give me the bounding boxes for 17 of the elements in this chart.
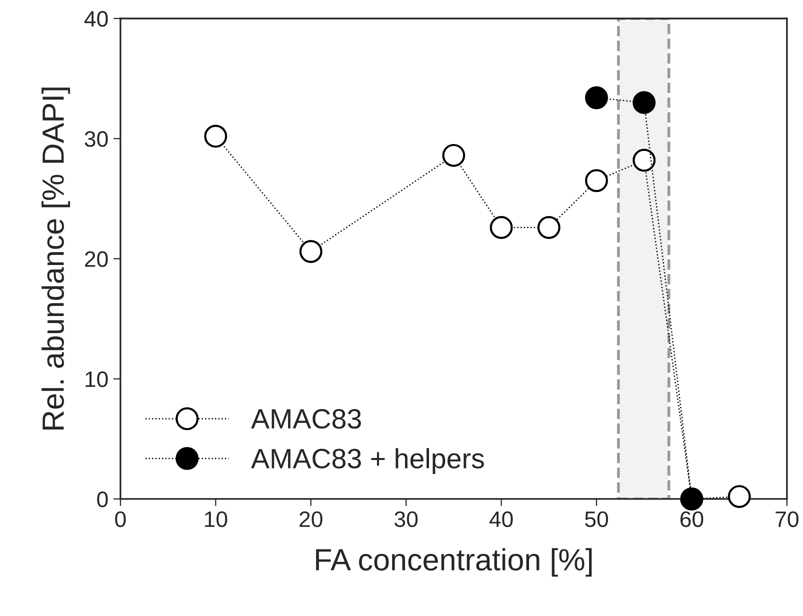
x-tick-label: 30 [394, 511, 418, 528]
legend-label: AMAC83 [251, 409, 361, 429]
y-tick-label: 10 [86, 371, 108, 388]
x-tick-label: 10 [205, 511, 228, 528]
y-tick-label: 30 [84, 131, 108, 147]
x-tick-label: 0 [115, 511, 126, 528]
x-tick-label: 20 [300, 511, 322, 528]
y-axis-title: Rel. abundance [% DAPI] [42, 88, 70, 430]
y-tick-label: 20 [85, 251, 108, 267]
y-tick-label: 40 [84, 11, 108, 27]
x-tick-label: 50 [585, 511, 608, 528]
x-tick-label: 70 [776, 511, 798, 528]
x-axis-title: FA concentration [%] [316, 548, 592, 577]
y-tick-label: 0 [97, 491, 108, 508]
legend-label: AMAC83 + helpers [251, 448, 484, 474]
x-tick-label: 60 [680, 511, 704, 528]
x-tick-label: 40 [489, 511, 513, 528]
